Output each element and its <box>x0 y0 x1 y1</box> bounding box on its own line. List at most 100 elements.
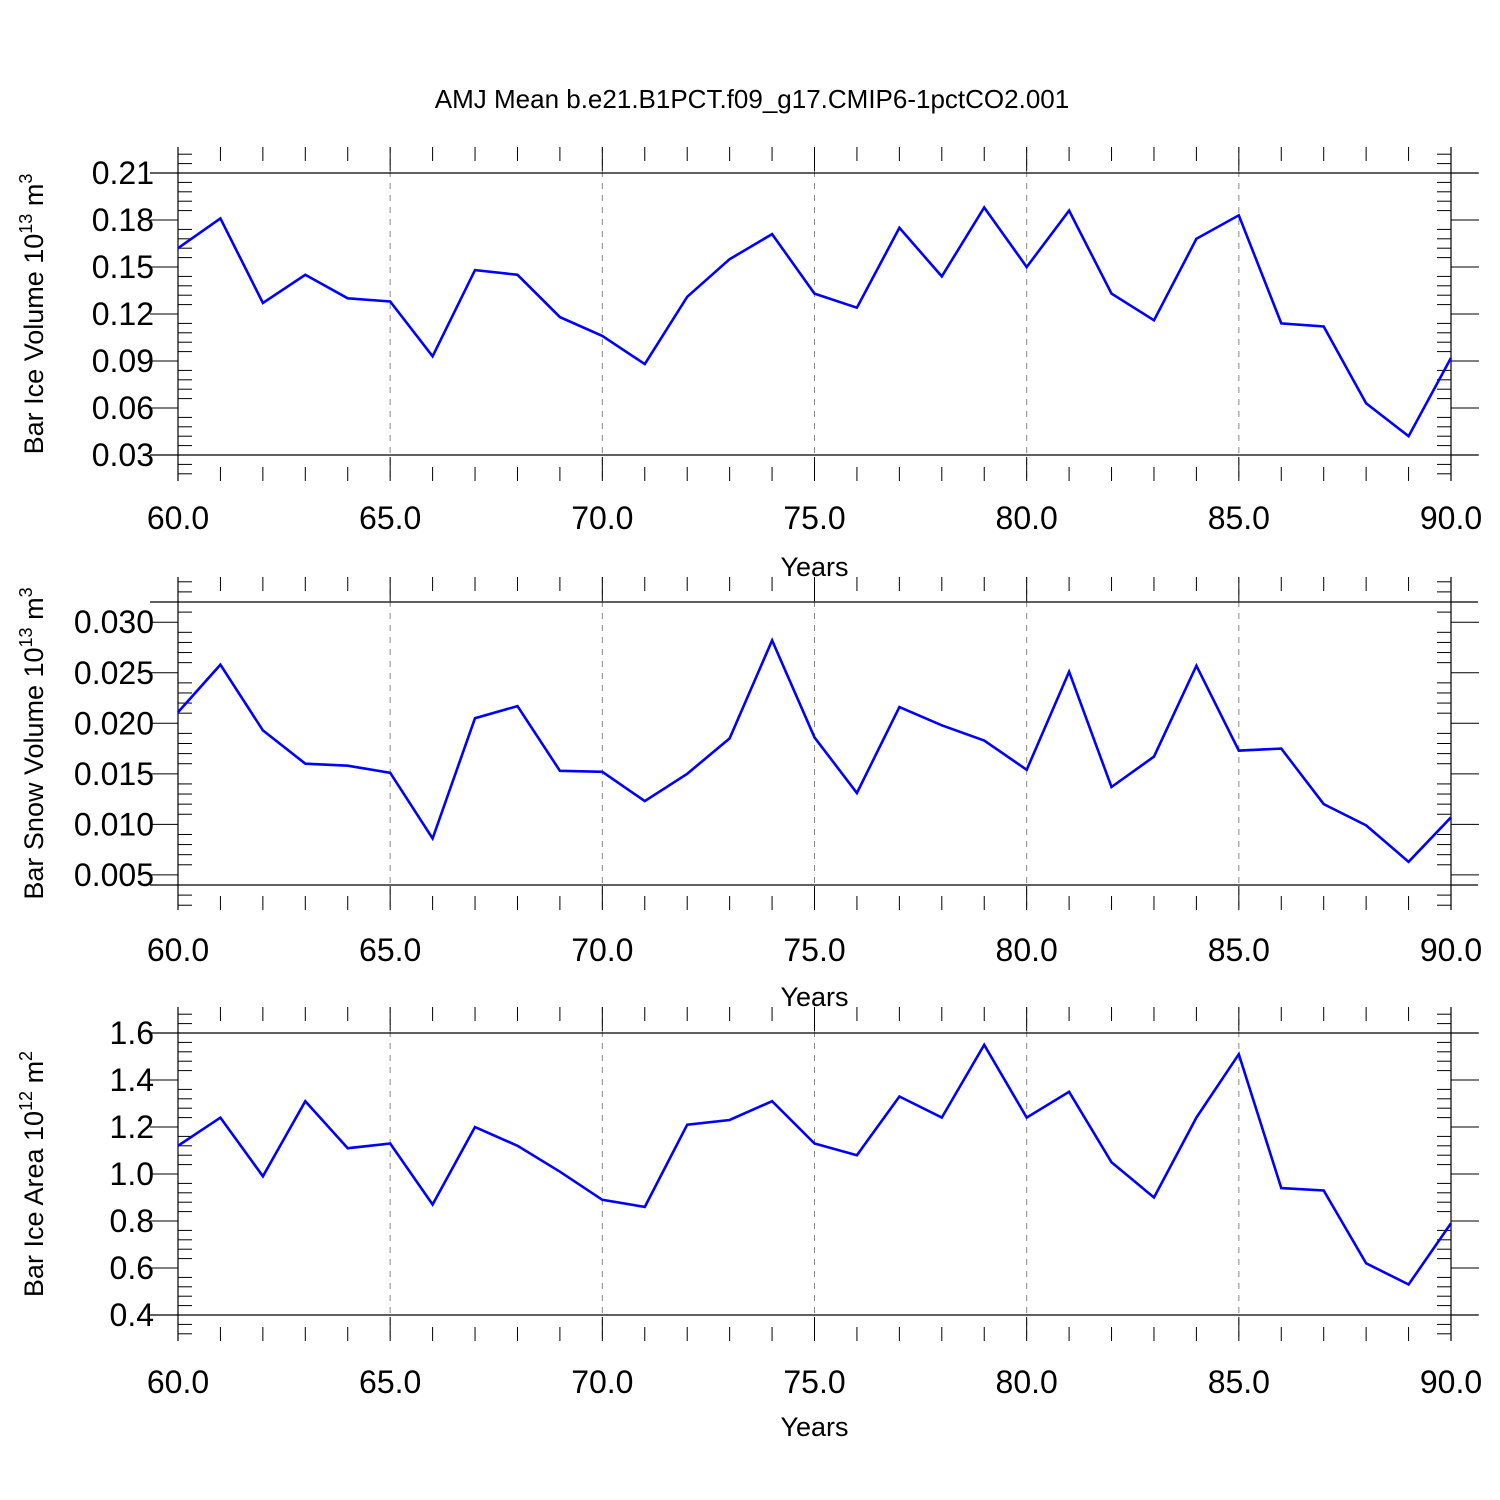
p2-data-point <box>516 1144 520 1148</box>
p0-y-tick-label: 0.21 <box>92 155 154 191</box>
p1-data-point <box>855 791 859 795</box>
p1-data-point <box>303 762 307 766</box>
p0-y-tick-label: 0.12 <box>92 296 154 332</box>
p2-x-tick-label: 75.0 <box>783 1364 845 1400</box>
p2-data-point <box>388 1142 392 1146</box>
p0-data-point <box>346 296 350 300</box>
p0-data-point <box>813 292 817 296</box>
p0-data-point <box>982 206 986 210</box>
p0-x-tick-label: 70.0 <box>571 500 633 536</box>
p2-data-point <box>685 1123 689 1127</box>
p2-data-point <box>728 1118 732 1122</box>
p0-series-line <box>177 205 1453 439</box>
panel-snow-volume: 0.005 0.010 0.015 0.020 0.025 0.030 60.0 65.0 70… <box>16 577 1482 1012</box>
p0-y-tick-label: 0.18 <box>92 202 154 238</box>
p0-data-point <box>218 216 222 220</box>
p2-y-axis-title: Bar Ice Area 1012 m2 <box>16 1051 49 1297</box>
p1-data-point <box>1110 785 1114 789</box>
p2-series-line <box>177 1042 1453 1287</box>
p1-data-point <box>1407 860 1411 864</box>
p0-data-point <box>431 354 435 358</box>
p1-data-point <box>346 764 350 768</box>
p1-series-line <box>177 637 1452 864</box>
p1-data-point <box>1025 768 1029 772</box>
p2-data-point <box>1025 1116 1029 1120</box>
panel-ice-area: 0.4 0.6 0.8 1.0 1.2 1.4 1.6 60.0 65.0 70.0 75.0 80.… <box>16 1007 1482 1442</box>
p0-data-point <box>473 268 477 272</box>
p2-data-point <box>1237 1052 1241 1056</box>
p0-x-tick-label: 60.0 <box>147 500 209 536</box>
p0-data-point <box>1322 325 1326 329</box>
p2-data-point <box>855 1153 859 1157</box>
p1-data-point <box>813 735 817 739</box>
p2-y-tick-label: 0.8 <box>110 1203 154 1239</box>
p0-y-tick-label: 0.09 <box>92 343 154 379</box>
p2-data-point <box>473 1125 477 1129</box>
p0-x-tick-label: 65.0 <box>359 500 421 536</box>
p1-data-point <box>1067 670 1071 674</box>
p2-data-point <box>1407 1283 1411 1287</box>
p2-data-point <box>346 1146 350 1150</box>
p1-x-tick-label: 75.0 <box>783 932 845 968</box>
panel-ice-volume: 0.03 0.06 0.09 0.12 0.15 0.18 0.21 60.0 65.0 70.0… <box>16 147 1482 582</box>
p1-data-point <box>388 771 392 775</box>
p2-data-point <box>982 1043 986 1047</box>
p2-x-axis-title: Years <box>780 1412 848 1442</box>
p0-data-point <box>728 257 732 261</box>
p1-data-point <box>1449 815 1453 819</box>
p0-data-point <box>1152 318 1156 322</box>
p0-y-tick-label: 0.03 <box>92 437 154 473</box>
p2-data-point <box>600 1198 604 1202</box>
p2-data-point <box>770 1099 774 1103</box>
p2-data-point <box>1152 1196 1156 1200</box>
p1-data-point <box>600 770 604 774</box>
p2-x-tick-label: 80.0 <box>996 1364 1058 1400</box>
p2-data-point <box>1322 1189 1326 1193</box>
p1-y-axis-title: Bar Snow Volume 1013 m3 <box>16 587 49 899</box>
p1-data-point <box>770 638 774 642</box>
p1-x-tick-label: 85.0 <box>1208 932 1270 968</box>
p2-y-tick-label: 1.4 <box>110 1062 154 1098</box>
p1-y-tick-label: 0.005 <box>74 857 154 893</box>
p0-data-point <box>176 246 180 250</box>
p0-x-tick-label: 85.0 <box>1208 500 1270 536</box>
p1-data-point <box>1279 747 1283 751</box>
p2-data-point <box>176 1144 180 1148</box>
p1-y-tick-label: 0.015 <box>74 756 154 792</box>
p0-data-point <box>516 273 520 277</box>
p1-x-tick-label: 60.0 <box>147 932 209 968</box>
p2-x-tick-label: 60.0 <box>147 1364 209 1400</box>
p1-y-tick-label: 0.025 <box>74 655 154 691</box>
p0-data-point <box>600 334 604 338</box>
p1-x-tick-label: 90.0 <box>1420 932 1482 968</box>
p0-data-point <box>1110 292 1114 296</box>
p1-data-point <box>643 799 647 803</box>
p2-data-point <box>1364 1261 1368 1265</box>
p0-data-point <box>558 315 562 319</box>
p2-data-point <box>940 1116 944 1120</box>
p2-y-tick-label: 1.2 <box>110 1109 154 1145</box>
p0-data-point <box>261 301 265 305</box>
p0-data-point <box>1407 434 1411 438</box>
p0-data-point <box>897 226 901 230</box>
p0-data-point <box>303 273 307 277</box>
p0-data-point <box>940 274 944 278</box>
p0-data-point <box>1067 209 1071 213</box>
p1-data-point <box>176 710 180 714</box>
figure-title: AMJ Mean b.e21.B1PCT.f09_g17.CMIP6-1pctC… <box>435 84 1069 114</box>
p2-data-point <box>813 1142 817 1146</box>
p2-data-point <box>558 1170 562 1174</box>
p1-data-point <box>1152 755 1156 759</box>
p2-data-point <box>643 1205 647 1209</box>
p2-data-point <box>1449 1221 1453 1225</box>
p1-x-tick-label: 70.0 <box>571 932 633 968</box>
p1-x-tick-label: 80.0 <box>996 932 1058 968</box>
p1-data-point <box>1322 802 1326 806</box>
p0-x-tick-label: 90.0 <box>1420 500 1482 536</box>
p1-y-tick-label: 0.020 <box>74 705 154 741</box>
p0-y-tick-label: 0.15 <box>92 249 154 285</box>
p2-y-tick-label: 0.6 <box>110 1250 154 1286</box>
p1-data-point <box>728 736 732 740</box>
p1-y-tick-label: 0.030 <box>74 604 154 640</box>
